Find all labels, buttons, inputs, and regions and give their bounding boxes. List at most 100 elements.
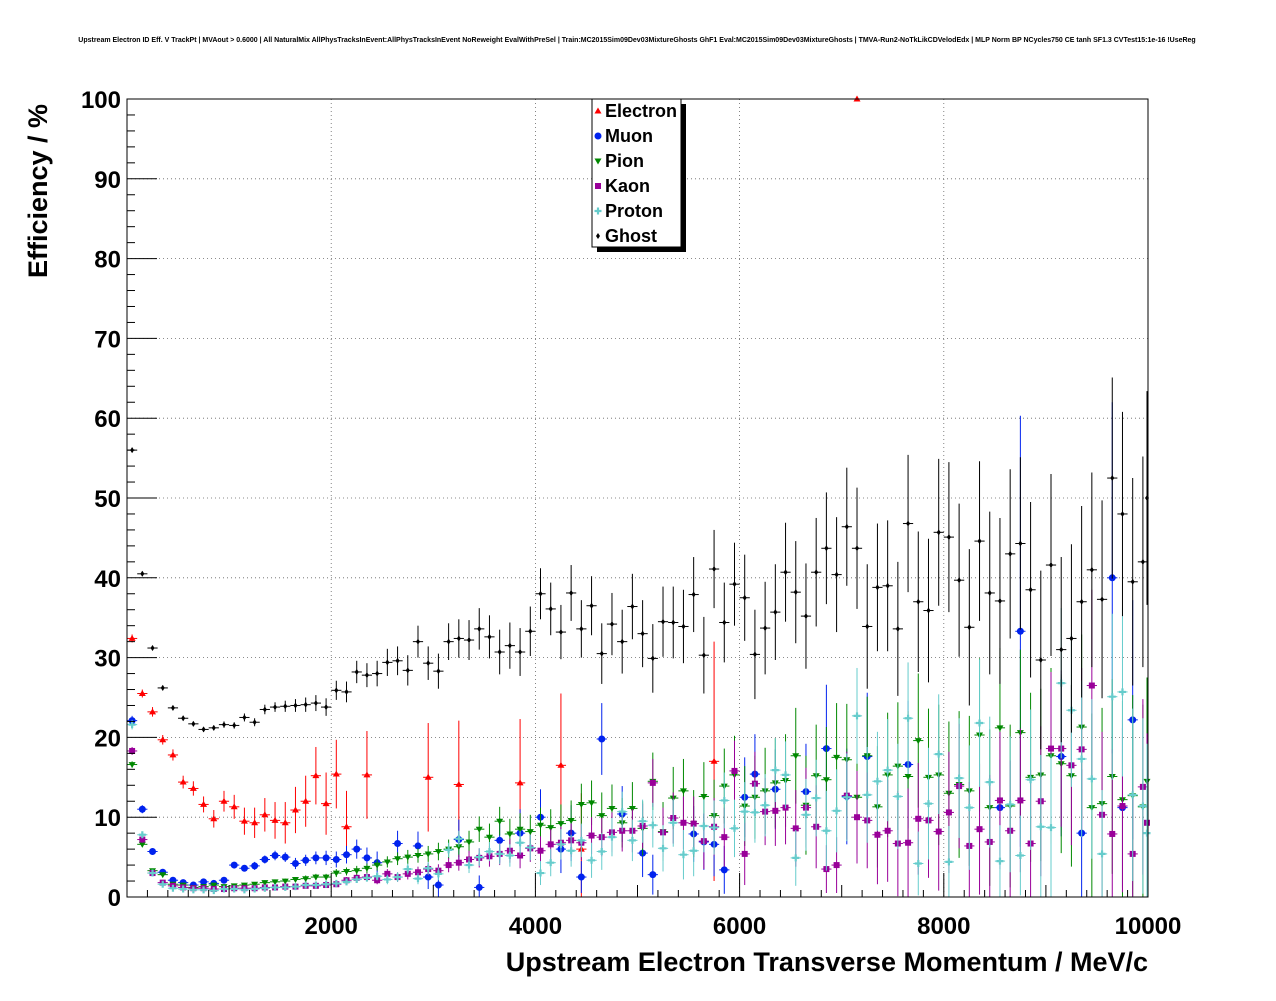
- data-point: [1035, 570, 1046, 750]
- data-point: [913, 831, 924, 896]
- data-point-marker: [138, 805, 146, 813]
- data-point-marker: [302, 856, 310, 864]
- data-point-marker: [609, 621, 614, 628]
- data-point-marker: [608, 833, 616, 841]
- data-point: [392, 830, 403, 857]
- data-point: [514, 830, 526, 855]
- data-point: [229, 885, 240, 893]
- data-point: [882, 520, 893, 652]
- data-point: [1117, 607, 1128, 777]
- data-point-marker: [1047, 824, 1055, 832]
- data-point: [596, 833, 607, 870]
- data-point-marker: [1110, 475, 1115, 482]
- data-point: [280, 883, 291, 891]
- data-point-marker: [303, 701, 308, 708]
- data-point-marker: [1088, 775, 1096, 783]
- data-point: [954, 503, 965, 657]
- data-point-marker: [496, 836, 504, 844]
- data-point: [535, 861, 546, 886]
- data-point: [167, 884, 179, 892]
- data-point-marker: [885, 582, 890, 589]
- data-point-marker: [945, 858, 953, 866]
- data-point-marker: [220, 876, 228, 884]
- data-point-marker: [312, 854, 320, 862]
- data-point: [167, 749, 179, 761]
- data-point-marker: [426, 660, 431, 667]
- data-point: [208, 810, 219, 828]
- data-point-marker: [915, 815, 922, 822]
- data-point: [729, 542, 740, 626]
- data-point-marker: [822, 777, 830, 784]
- data-point: [229, 794, 240, 819]
- data-point: [555, 604, 567, 660]
- data-point-marker: [291, 859, 299, 867]
- data-point-marker: [722, 619, 727, 626]
- y-tick-label: 100: [81, 87, 121, 114]
- data-point-marker: [720, 866, 728, 874]
- data-point-marker: [914, 738, 922, 745]
- data-point: [320, 880, 332, 888]
- data-point: [239, 807, 250, 835]
- data-point-marker: [201, 726, 206, 733]
- data-point-marker: [1016, 627, 1024, 635]
- data-point-marker: [752, 651, 757, 658]
- data-point: [790, 541, 801, 644]
- data-point: [351, 865, 362, 876]
- data-point-marker: [507, 642, 512, 649]
- legend-entry-ghost: Ghost: [596, 226, 657, 246]
- data-point-marker: [792, 825, 799, 832]
- data-point-marker: [598, 813, 606, 820]
- data-point-marker: [291, 883, 299, 891]
- data-point-marker: [424, 773, 432, 780]
- x-tick-label: 8000: [917, 913, 970, 940]
- series-ghost: [127, 377, 1149, 750]
- data-point: [198, 726, 209, 733]
- data-point: [239, 864, 250, 872]
- data-point-marker: [865, 623, 870, 630]
- data-point: [402, 863, 413, 875]
- data-point: [851, 667, 863, 764]
- data-point-marker: [618, 808, 626, 816]
- data-point: [535, 568, 546, 620]
- data-point: [841, 467, 852, 586]
- legend-label: Proton: [605, 201, 663, 221]
- data-point-marker: [558, 629, 563, 636]
- data-point: [167, 704, 179, 711]
- data-point-marker: [210, 815, 218, 822]
- data-point-marker: [1027, 776, 1035, 784]
- data-point-marker: [802, 811, 810, 819]
- data-point: [882, 719, 893, 822]
- data-point: [412, 625, 424, 658]
- data-point: [361, 873, 373, 882]
- data-point: [555, 829, 567, 860]
- data-point: [647, 854, 658, 895]
- data-point: [188, 886, 199, 894]
- data-point: [147, 869, 158, 877]
- data-point-marker: [467, 637, 472, 644]
- data-point-marker: [128, 721, 136, 729]
- y-axis-label: Efficiency / %: [23, 104, 53, 278]
- data-point: [566, 834, 577, 867]
- data-point: [259, 884, 270, 892]
- data-point-marker: [833, 754, 841, 761]
- data-point-marker: [833, 807, 841, 815]
- data-point-marker: [384, 870, 391, 877]
- data-point: [188, 781, 199, 796]
- data-point-marker: [242, 714, 247, 721]
- data-point: [331, 879, 342, 887]
- data-point-marker: [926, 607, 931, 614]
- data-point: [259, 880, 270, 887]
- data-point-marker: [957, 577, 962, 584]
- data-point-marker: [1069, 635, 1074, 642]
- data-point-marker: [1108, 693, 1116, 701]
- data-point-marker: [710, 757, 718, 764]
- data-point: [545, 582, 556, 636]
- data-point-marker: [252, 719, 257, 726]
- data-point-marker: [640, 630, 645, 637]
- data-point: [218, 721, 230, 728]
- data-point: [964, 549, 975, 706]
- data-point: [698, 799, 709, 853]
- data-point: [269, 883, 281, 891]
- data-point-marker: [1037, 823, 1045, 831]
- data-point: [423, 646, 434, 680]
